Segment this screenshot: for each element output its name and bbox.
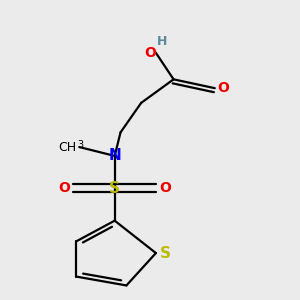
Text: O: O <box>218 81 230 95</box>
Text: 3: 3 <box>77 140 83 150</box>
Text: H: H <box>158 34 168 48</box>
Text: O: O <box>144 46 156 60</box>
Text: O: O <box>159 181 171 195</box>
Text: S: S <box>109 181 120 196</box>
Text: O: O <box>58 181 70 195</box>
Text: S: S <box>160 246 171 261</box>
Text: CH: CH <box>58 141 76 154</box>
Text: N: N <box>108 148 121 164</box>
